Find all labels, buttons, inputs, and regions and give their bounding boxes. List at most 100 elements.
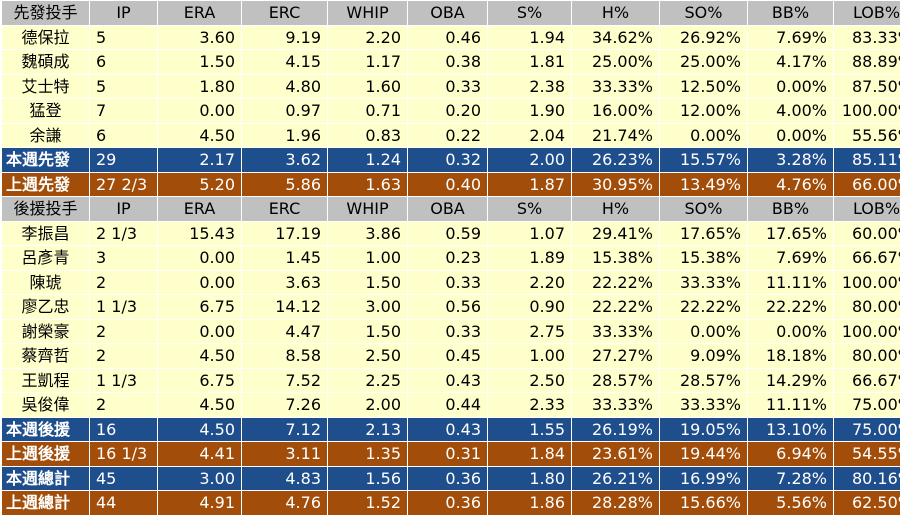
cell-lob: 88.89% — [833, 49, 900, 75]
column-header-era: ERA — [157, 0, 242, 26]
cell-bb: 13.10% — [747, 416, 834, 442]
cell-s: 1.87 — [487, 171, 572, 197]
pitcher-name: 呂彥青 — [1, 245, 90, 271]
table-header-row: 後援投手 IP ERA ERC WHIP OBA S% H% SO% BB% LOB% — [1, 196, 900, 222]
cell-oba: 0.23 — [407, 245, 488, 271]
cell-h: 23.61% — [571, 441, 660, 467]
cell-s: 2.38 — [487, 73, 572, 99]
cell-s: 2.75 — [487, 318, 572, 344]
pitcher-name: 上週先發 — [1, 171, 90, 197]
cell-h: 29.41% — [571, 220, 660, 246]
cell-erc: 8.58 — [241, 343, 328, 369]
cell-lob: 80.00% — [833, 343, 900, 369]
cell-so: 26.92% — [659, 24, 748, 50]
cell-lob: 75.00% — [833, 392, 900, 418]
column-header-oba: OBA — [407, 0, 488, 26]
cell-so: 28.57% — [659, 367, 748, 393]
pitcher-name: 本週先發 — [1, 147, 90, 173]
cell-erc: 17.19 — [241, 220, 328, 246]
cell-erc: 9.19 — [241, 24, 328, 50]
cell-oba: 0.43 — [407, 367, 488, 393]
cell-ip: 5 — [89, 73, 158, 99]
column-header-so: SO% — [659, 196, 748, 222]
column-header-h: H% — [571, 0, 660, 26]
cell-s: 1.90 — [487, 98, 572, 124]
cell-whip: 1.17 — [327, 49, 408, 75]
pitcher-name: 魏碩成 — [1, 49, 90, 75]
cell-lob: 80.16% — [833, 465, 900, 491]
cell-whip: 1.63 — [327, 171, 408, 197]
cell-era: 2.17 — [157, 147, 242, 173]
cell-erc: 5.86 — [241, 171, 328, 197]
cell-bb: 4.00% — [747, 98, 834, 124]
cell-s: 2.20 — [487, 269, 572, 295]
cell-oba: 0.33 — [407, 269, 488, 295]
cell-so: 0.00% — [659, 318, 748, 344]
cell-ip: 3 — [89, 245, 158, 271]
cell-h: 15.38% — [571, 245, 660, 271]
cell-lob: 66.67% — [833, 245, 900, 271]
column-header-h: H% — [571, 196, 660, 222]
cell-era: 5.20 — [157, 171, 242, 197]
cell-era: 4.50 — [157, 416, 242, 442]
cell-h: 22.22% — [571, 294, 660, 320]
cell-era: 6.75 — [157, 294, 242, 320]
cell-ip: 2 — [89, 392, 158, 418]
cell-oba: 0.20 — [407, 98, 488, 124]
summary-row-this-week-total: 本週總計 45 3.00 4.83 1.56 0.36 1.80 26.21% 16.99% 7.… — [1, 465, 900, 491]
pitcher-name: 本週後援 — [1, 416, 90, 442]
cell-erc: 7.12 — [241, 416, 328, 442]
table-row: 吳俊偉 2 4.50 7.26 2.00 0.44 2.33 33.33% 33.33% 11.1… — [1, 392, 900, 418]
cell-whip: 1.60 — [327, 73, 408, 99]
column-header-lob: LOB% — [833, 0, 900, 26]
cell-so: 33.33% — [659, 392, 748, 418]
summary-row-last-week-starters: 上週先發 27 2/3 5.20 5.86 1.63 0.40 1.87 30.95% 13.4… — [1, 171, 900, 197]
column-header-ip: IP — [89, 196, 158, 222]
summary-row-this-week-starters: 本週先發 29 2.17 3.62 1.24 0.32 2.00 26.23% 15.57% 3.… — [1, 147, 900, 173]
cell-ip: 2 1/3 — [89, 220, 158, 246]
cell-erc: 1.96 — [241, 122, 328, 148]
cell-era: 3.00 — [157, 465, 242, 491]
cell-lob: 66.00% — [833, 171, 900, 197]
cell-ip: 16 — [89, 416, 158, 442]
section-title: 先發投手 — [1, 0, 90, 26]
cell-era: 0.00 — [157, 269, 242, 295]
cell-s: 1.94 — [487, 24, 572, 50]
pitcher-name: 余謙 — [1, 122, 90, 148]
pitcher-name: 吳俊偉 — [1, 392, 90, 418]
cell-s: 1.07 — [487, 220, 572, 246]
cell-bb: 18.18% — [747, 343, 834, 369]
cell-lob: 80.00% — [833, 294, 900, 320]
cell-ip: 44 — [89, 490, 158, 516]
cell-erc: 14.12 — [241, 294, 328, 320]
cell-ip: 2 — [89, 269, 158, 295]
pitcher-name: 蔡齊哲 — [1, 343, 90, 369]
cell-ip: 29 — [89, 147, 158, 173]
pitcher-name: 李振昌 — [1, 220, 90, 246]
section-title: 後援投手 — [1, 196, 90, 222]
cell-whip: 3.86 — [327, 220, 408, 246]
cell-erc: 4.83 — [241, 465, 328, 491]
cell-so: 17.65% — [659, 220, 748, 246]
cell-erc: 3.62 — [241, 147, 328, 173]
cell-s: 0.90 — [487, 294, 572, 320]
cell-oba: 0.40 — [407, 171, 488, 197]
cell-oba: 0.43 — [407, 416, 488, 442]
pitching-stats-table: 先發投手 IP ERA ERC WHIP OBA S% H% SO% BB% LOB% 德保拉 5 3.6… — [1, 0, 900, 516]
cell-oba: 0.22 — [407, 122, 488, 148]
table-row: 艾士特 5 1.80 4.80 1.60 0.33 2.38 33.33% 12.50% 0.00… — [1, 73, 900, 99]
cell-so: 19.05% — [659, 416, 748, 442]
cell-h: 33.33% — [571, 392, 660, 418]
pitcher-name: 上週後援 — [1, 441, 90, 467]
cell-oba: 0.59 — [407, 220, 488, 246]
cell-h: 26.23% — [571, 147, 660, 173]
cell-lob: 62.50% — [833, 490, 900, 516]
cell-s: 1.84 — [487, 441, 572, 467]
table-row: 李振昌 2 1/3 15.43 17.19 3.86 0.59 1.07 29.41% 17.6… — [1, 220, 900, 246]
summary-row-last-week-total: 上週總計 44 4.91 4.76 1.52 0.36 1.86 28.28% 15.66% 5.… — [1, 490, 900, 516]
cell-bb: 7.28% — [747, 465, 834, 491]
cell-ip: 1 1/3 — [89, 294, 158, 320]
cell-bb: 0.00% — [747, 122, 834, 148]
cell-ip: 6 — [89, 49, 158, 75]
cell-oba: 0.44 — [407, 392, 488, 418]
